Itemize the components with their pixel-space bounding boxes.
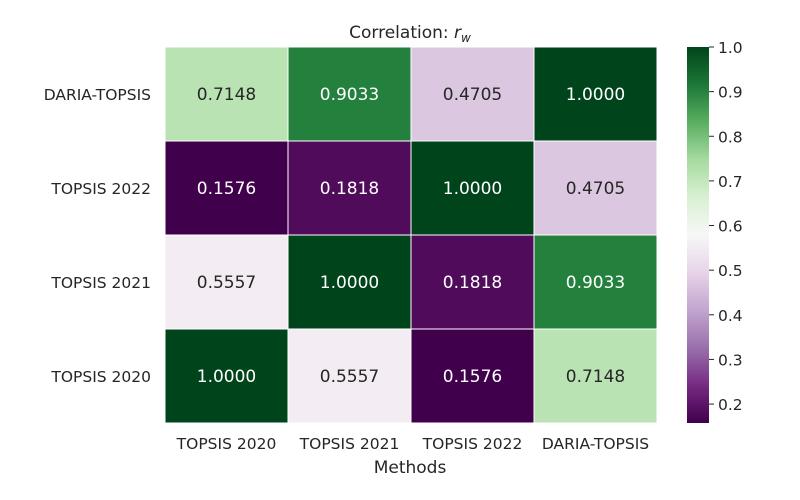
colorbar-tick-label: 0.2 [718, 396, 743, 414]
cell-value-label: 0.4705 [566, 179, 625, 199]
chart-title: Correlation: rw [349, 23, 471, 45]
cell-value-label: 1.0000 [443, 179, 502, 199]
y-tick-label: TOPSIS 2021 [50, 274, 151, 292]
colorbar [687, 47, 709, 423]
y-tick-label: TOPSIS 2020 [50, 368, 151, 386]
cell-value-label: 1.0000 [566, 85, 625, 105]
heatmap-cell [410, 328, 535, 424]
cell-value-label: 0.7148 [566, 367, 625, 387]
colorbar-tick-label: 0.5 [718, 262, 743, 280]
heatmap-cell [287, 234, 412, 330]
cell-value-label: 0.1818 [443, 273, 502, 293]
colorbar-tick-label: 0.4 [718, 307, 743, 325]
cell-value-label: 0.7148 [197, 85, 256, 105]
y-tick-label: TOPSIS 2022 [50, 180, 151, 198]
cell-value-label: 0.4705 [443, 85, 502, 105]
colorbar-tick-label: 0.3 [718, 351, 743, 369]
colorbar-ticks: 0.2 0.3 0.4 0.5 0.6 0.7 0.8 0.9 1.0 [709, 39, 743, 414]
x-tick-label: TOPSIS 2022 [422, 435, 523, 453]
cell-value-label: 0.1576 [197, 179, 256, 199]
colorbar-tick-label: 0.8 [718, 128, 743, 146]
heatmap-cell [533, 234, 658, 330]
heatmap-cell [164, 328, 289, 424]
cell-value-label: 0.1818 [320, 179, 379, 199]
cell-value-label: 1.0000 [197, 367, 256, 387]
chart-title-symbol: r [454, 23, 462, 43]
y-axis-tick-labels: DARIA-TOPSIS TOPSIS 2022 TOPSIS 2021 TOPSIS… [44, 86, 151, 386]
heatmap-cell [164, 234, 289, 330]
x-tick-label: TOPSIS 2021 [299, 435, 400, 453]
cell-value-label: 0.9033 [320, 85, 379, 105]
heatmap-cells: 0.7148 0.9033 0.4705 1.0000 0.1576 0.1818 1.00… [164, 46, 658, 424]
x-tick-label: DARIA-TOPSIS [542, 435, 649, 453]
colorbar-tick-label: 0.7 [718, 173, 743, 191]
cell-value-label: 1.0000 [320, 273, 379, 293]
heatmap-cell [287, 46, 412, 142]
x-axis-tick-labels: TOPSIS 2020 TOPSIS 2021 TOPSIS 2022 DARIA-T… [176, 435, 649, 453]
cell-value-label: 0.1576 [443, 367, 502, 387]
cell-value-label: 0.5557 [197, 273, 256, 293]
colorbar-tick-label: 0.9 [718, 84, 743, 102]
chart-title-subscript: w [461, 31, 471, 45]
heatmap-cell [164, 46, 289, 142]
colorbar-tick-label: 1.0 [718, 39, 743, 57]
heatmap-cell [410, 234, 535, 330]
colorbar-tick-label: 0.6 [718, 218, 743, 236]
heatmap-cell [533, 140, 658, 236]
x-axis-label: Methods [374, 458, 447, 478]
cell-value-label: 0.9033 [566, 273, 625, 293]
heatmap-cell [533, 328, 658, 424]
y-tick-label: DARIA-TOPSIS [44, 86, 151, 104]
cell-value-label: 0.5557 [320, 367, 379, 387]
x-tick-label: TOPSIS 2020 [176, 435, 277, 453]
